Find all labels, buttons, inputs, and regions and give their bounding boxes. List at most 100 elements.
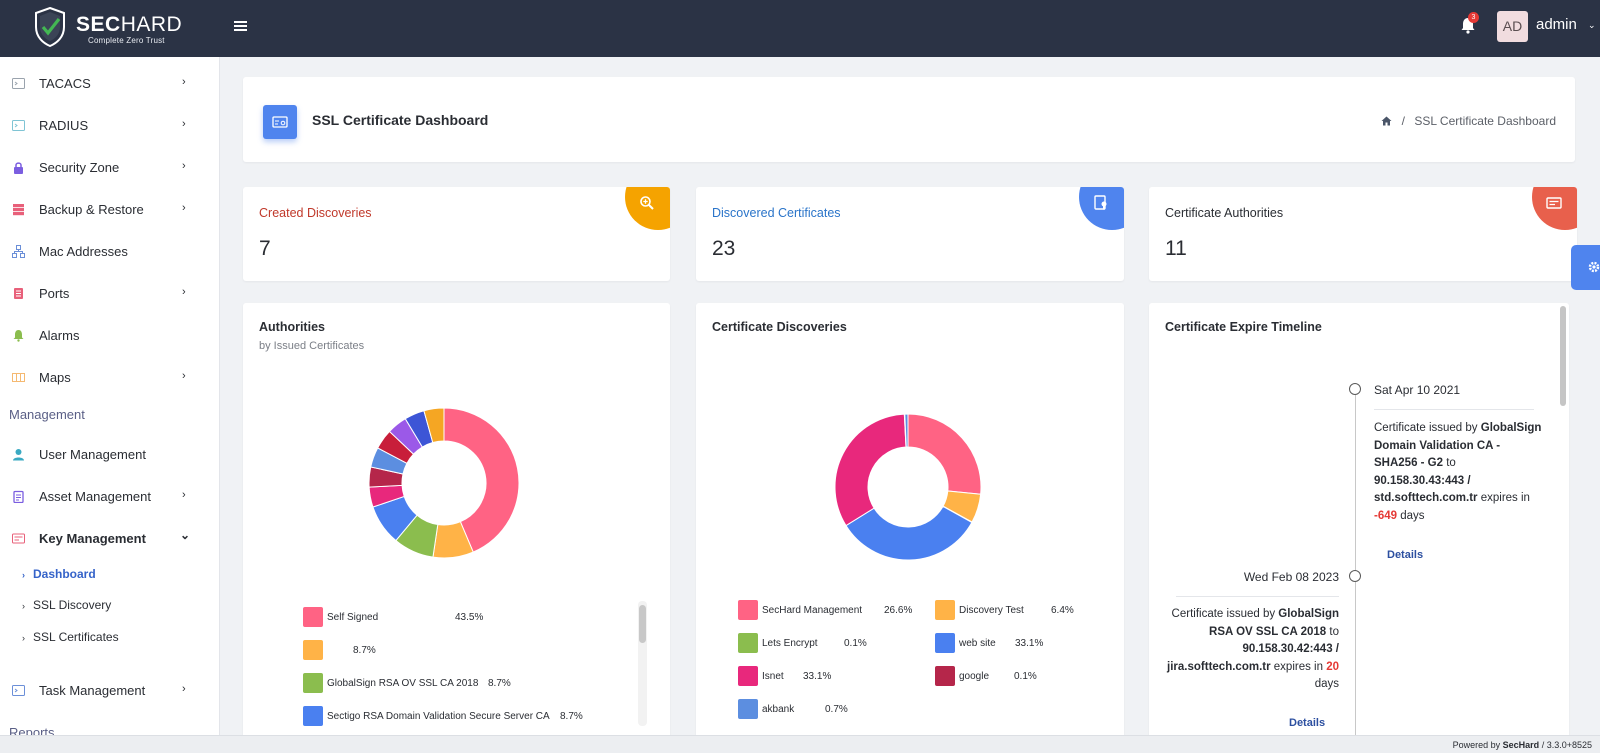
scrollbar-thumb[interactable] (639, 605, 646, 643)
stat-card-certificate-authorities[interactable]: Certificate Authorities 11 (1149, 187, 1577, 281)
legend-swatch (738, 666, 758, 686)
legend-item[interactable]: Isnet 33.1% (738, 666, 918, 686)
stat-card-discovered-certificates[interactable]: Discovered Certificates 23 (696, 187, 1124, 281)
donut-slice[interactable] (443, 408, 520, 553)
timeline-dot (1349, 383, 1361, 395)
authorities-donut-chart[interactable] (369, 408, 529, 568)
legend-percent: 8.7% (353, 645, 376, 656)
stat-title: Discovered Certificates (712, 206, 841, 220)
shield-logo-icon[interactable] (34, 7, 66, 47)
timeline-dot (1349, 570, 1361, 582)
legend-item[interactable]: web site 33.1% (935, 633, 1115, 653)
sidebar-subitem-dashboard[interactable]: › Dashboard (22, 567, 96, 589)
search-plus-icon (625, 187, 670, 230)
legend-label: SecHard Management (762, 605, 863, 616)
legend-percent: 0.7% (825, 704, 848, 715)
brand-tagline: Complete Zero Trust (88, 36, 165, 45)
legend-item[interactable]: Sectigo RSA Domain Validation Secure Ser… (303, 706, 623, 726)
sidebar-item-radius[interactable]: RADIUS › (0, 105, 219, 147)
chevron-right-icon: › (182, 286, 186, 298)
user-name[interactable]: admin (1536, 16, 1577, 33)
breadcrumb-separator: / (1401, 114, 1406, 128)
sidebar-item-ports[interactable]: Ports › (0, 273, 219, 315)
chevron-right-icon: › (182, 370, 186, 382)
sidebar-item-label: TACACS (39, 76, 91, 91)
details-link[interactable]: Details (1387, 549, 1424, 561)
panel-scrollbar[interactable] (1560, 306, 1566, 406)
stat-value: 23 (712, 237, 736, 260)
legend-swatch (738, 699, 758, 719)
sidebar-item-user-management[interactable]: User Management (0, 434, 219, 476)
sidebar-item-task-management[interactable]: Task Management › (0, 670, 219, 712)
sidebar-item-mac-addresses[interactable]: Mac Addresses (0, 231, 219, 273)
sidebar-subitem-ssl-discovery[interactable]: › SSL Discovery (22, 598, 111, 620)
sidebar-item-label: Backup & Restore (39, 202, 144, 217)
sidebar-item-label: Mac Addresses (39, 244, 128, 259)
donut-slice[interactable] (845, 505, 973, 561)
page-title: SSL Certificate Dashboard (312, 112, 489, 128)
chevron-right-icon: › (182, 489, 186, 501)
sidebar-item-maps[interactable]: Maps › (0, 357, 219, 399)
chevron-right-icon: › (22, 570, 25, 580)
legend-label: Lets Encrypt (762, 638, 818, 649)
chevron-right-icon: › (22, 633, 25, 643)
bell-icon (13, 330, 24, 342)
sidebar-item-key-management[interactable]: Key Management ⌄ (0, 518, 219, 560)
timeline-divider (1176, 596, 1339, 597)
panel-title: Certificate Expire Timeline (1165, 320, 1322, 334)
settings-toggle[interactable] (1571, 245, 1600, 290)
user-menu-chevron-icon[interactable]: ⌄ (1588, 20, 1596, 30)
sidebar-subitem-label: SSL Discovery (33, 598, 112, 612)
panel-title: Certificate Discoveries (712, 320, 847, 334)
donut-slice[interactable] (907, 414, 982, 495)
stat-card-created-discoveries[interactable]: Created Discoveries 7 (243, 187, 670, 281)
sidebar-item-security-zone[interactable]: Security Zone › (0, 147, 219, 189)
donut-slice[interactable] (904, 414, 909, 448)
sidebar-item-tacacs[interactable]: TACACS › (0, 63, 219, 105)
legend-label: web site (959, 638, 996, 649)
legend-item[interactable]: SecHard Management 26.6% (738, 600, 918, 620)
legend-percent: 43.5% (455, 612, 484, 623)
legend-item[interactable]: Lets Encrypt 0.1% (738, 633, 918, 653)
legend-percent: 6.4% (1051, 605, 1074, 616)
legend-item[interactable]: Self Signed 43.5% (303, 607, 623, 627)
legend-item[interactable]: Discovery Test 6.4% (935, 600, 1115, 620)
database-icon (13, 204, 24, 216)
stat-value: 11 (1165, 237, 1187, 260)
gear-icon (1588, 261, 1600, 273)
sidebar-item-asset-management[interactable]: Asset Management › (0, 476, 219, 518)
donut-slice[interactable] (423, 408, 445, 444)
legend-percent: 8.7% (488, 678, 511, 689)
legend-scrollbar[interactable] (638, 601, 647, 726)
certificate-icon (1079, 187, 1124, 230)
section-label-management: Management (9, 407, 85, 422)
sidebar-item-label: Task Management (39, 683, 146, 698)
legend-swatch (303, 673, 323, 693)
certificate-expire-timeline-panel: Certificate Expire Timeline Sat Apr 10 2… (1149, 303, 1569, 753)
sidebar-item-backup-restore[interactable]: Backup & Restore › (0, 189, 219, 231)
dashboard-card-icon (263, 105, 297, 139)
legend-percent: 33.1% (1015, 638, 1044, 649)
legend-percent: 0.1% (1014, 671, 1037, 682)
sidebar-subitem-ssl-certificates[interactable]: › SSL Certificates (22, 630, 119, 652)
legend-percent: 8.7% (560, 711, 583, 722)
sidebar-item-label: RADIUS (39, 118, 89, 133)
legend-item[interactable]: google 0.1% (935, 666, 1115, 686)
server-icon (14, 288, 23, 299)
discoveries-donut-chart[interactable] (835, 414, 985, 564)
details-link[interactable]: Details (1289, 717, 1326, 729)
chevron-right-icon: › (182, 202, 186, 214)
authorities-panel: Authorities by Issued Certificates Self … (243, 303, 670, 753)
donut-slice[interactable] (835, 414, 907, 527)
legend-item[interactable]: 8.7% (303, 640, 623, 660)
footer: Powered by SecHard / 3.3.0+8525 (0, 735, 1600, 753)
terminal-icon (12, 78, 25, 89)
legend-percent: 33.1% (803, 671, 832, 682)
legend-item[interactable]: akbank 0.7% (738, 699, 918, 719)
legend-label: Discovery Test (959, 605, 1024, 616)
legend-item[interactable]: GlobalSign RSA OV SSL CA 2018 8.7% (303, 673, 623, 693)
sidebar-item-alarms[interactable]: Alarms (0, 315, 219, 357)
menu-toggle-icon[interactable] (234, 21, 247, 31)
user-avatar[interactable]: AD (1497, 11, 1528, 42)
home-icon[interactable] (1381, 116, 1392, 126)
